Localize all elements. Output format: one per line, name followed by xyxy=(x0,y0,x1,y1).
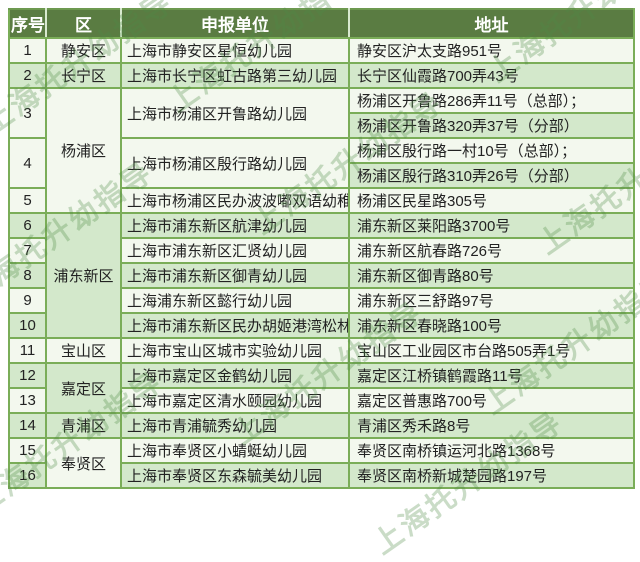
district-cell: 宝山区 xyxy=(45,337,122,364)
address-cell: 杨浦区开鲁路286弄11号（总部）； xyxy=(348,87,635,114)
serial-cell: 5 xyxy=(8,187,47,214)
table-row: 8 上海市浦东新区御青幼儿园 浦东新区御青路80号 xyxy=(8,262,635,289)
district-cell: 杨浦区 xyxy=(45,87,122,214)
address-cell: 杨浦区殷行路一村10号（总部）； xyxy=(348,137,635,164)
kindergarten-table: 序号 区 申报单位 地址 1 静安区 上海市静安区星恒幼儿园 静安区沪太支路95… xyxy=(8,8,635,489)
serial-cell: 16 xyxy=(8,462,47,489)
address-cell: 嘉定区江桥镇鹤霞路11号 xyxy=(348,362,635,389)
serial-cell: 12 xyxy=(8,362,47,389)
table-row: 4 上海市杨浦区殷行路幼儿园 杨浦区殷行路一村10号（总部）； xyxy=(8,137,635,189)
serial-cell: 3 xyxy=(8,87,47,139)
table-row: 15 奉贤区 上海市奉贤区小蜻蜓幼儿园 奉贤区南桥镇运河北路1368号 xyxy=(8,437,635,489)
serial-cell: 13 xyxy=(8,387,47,414)
address-cell: 静安区沪太支路951号 xyxy=(348,37,635,64)
unit-cell: 上海市杨浦区民办波波嘟双语幼稚 xyxy=(120,187,350,214)
address-cell: 嘉定区普惠路700号 xyxy=(348,387,635,414)
table-row: 杨浦区殷行路310弄26号（分部） xyxy=(9,162,635,189)
table-row: 5 上海市杨浦区民办波波嘟双语幼稚 杨浦区民星路305号 xyxy=(8,187,635,214)
serial-cell: 15 xyxy=(8,437,47,464)
serial-cell: 6 xyxy=(8,212,47,239)
serial-cell: 14 xyxy=(8,412,47,439)
unit-cell: 上海市嘉定区清水颐园幼儿园 xyxy=(120,387,350,414)
unit-cell: 上海市浦东新区民办胡姬港湾松林 xyxy=(120,312,350,339)
table-row: 杨浦区开鲁路320弄37号（分部） xyxy=(9,112,635,139)
header-district: 区 xyxy=(45,8,122,39)
unit-cell: 上海市杨浦区殷行路幼儿园 xyxy=(120,137,350,189)
district-cell: 浦东新区 xyxy=(45,212,122,339)
unit-cell: 上海市宝山区城市实验幼儿园 xyxy=(120,337,350,364)
address-cell: 浦东新区航春路726号 xyxy=(348,237,635,264)
unit-cell: 上海市奉贤区东森毓美幼儿园 xyxy=(120,462,350,489)
header-address: 地址 xyxy=(348,8,635,39)
serial-cell: 4 xyxy=(8,137,47,189)
serial-cell: 2 xyxy=(8,62,47,89)
unit-cell: 上海市浦东新区航津幼儿园 xyxy=(120,212,350,239)
address-cell: 宝山区工业园区市台路505弄1号 xyxy=(348,337,635,364)
address-cell: 浦东新区莱阳路3700号 xyxy=(348,212,635,239)
district-cell: 青浦区 xyxy=(45,412,122,439)
serial-cell: 1 xyxy=(8,37,47,64)
address-cell: 浦东新区御青路80号 xyxy=(348,262,635,289)
unit-cell: 上海市嘉定区金鹤幼儿园 xyxy=(120,362,350,389)
unit-cell: 上海市浦东新区汇贤幼儿园 xyxy=(120,237,350,264)
table-row: 12 嘉定区 上海市嘉定区金鹤幼儿园 嘉定区江桥镇鹤霞路11号 xyxy=(8,362,635,414)
header-serial: 序号 xyxy=(8,8,47,39)
table-row: 7 上海市浦东新区汇贤幼儿园 浦东新区航春路726号 xyxy=(8,237,635,264)
address-cell: 杨浦区开鲁路320弄37号（分部） xyxy=(348,112,635,139)
unit-cell: 上海市长宁区虹古路第三幼儿园 xyxy=(120,62,350,89)
table-row: 14 青浦区 上海市青浦毓秀幼儿园 青浦区秀禾路8号 xyxy=(8,412,635,439)
unit-cell: 上海市奉贤区小蜻蜓幼儿园 xyxy=(120,437,350,464)
district-cell: 静安区 xyxy=(45,37,122,64)
serial-cell: 7 xyxy=(8,237,47,264)
serial-cell: 9 xyxy=(8,287,47,314)
unit-cell: 上海市静安区星恒幼儿园 xyxy=(120,37,350,64)
address-cell: 杨浦区殷行路310弄26号（分部） xyxy=(348,162,635,189)
address-cell: 杨浦区民星路305号 xyxy=(348,187,635,214)
serial-cell: 8 xyxy=(8,262,47,289)
header-unit: 申报单位 xyxy=(120,8,350,39)
table-row: 2 长宁区 上海市长宁区虹古路第三幼儿园 长宁区仙霞路700弄43号 xyxy=(8,62,635,89)
district-cell: 奉贤区 xyxy=(45,437,122,489)
district-cell: 长宁区 xyxy=(45,62,122,89)
table-row: 10 上海市浦东新区民办胡姬港湾松林 浦东新区春晓路100号 xyxy=(8,312,635,339)
unit-cell: 上海市青浦毓秀幼儿园 xyxy=(120,412,350,439)
address-cell: 浦东新区春晓路100号 xyxy=(348,312,635,339)
address-cell: 奉贤区南桥镇运河北路1368号 xyxy=(348,437,635,464)
serial-cell: 10 xyxy=(8,312,47,339)
address-cell: 长宁区仙霞路700弄43号 xyxy=(348,62,635,89)
address-cell: 青浦区秀禾路8号 xyxy=(348,412,635,439)
table-row: 6 浦东新区 上海市浦东新区航津幼儿园 浦东新区莱阳路3700号 xyxy=(8,212,635,339)
table-row: 3 杨浦区 上海市杨浦区开鲁路幼儿园 杨浦区开鲁路286弄11号（总部）； xyxy=(8,87,635,214)
table-row: 1 静安区 上海市静安区星恒幼儿园 静安区沪太支路951号 xyxy=(8,37,635,64)
unit-cell: 上海市浦东新区御青幼儿园 xyxy=(120,262,350,289)
address-cell: 奉贤区南桥新城楚园路197号 xyxy=(348,462,635,489)
address-cell: 浦东新区三舒路97号 xyxy=(348,287,635,314)
header-row: 序号 区 申报单位 地址 xyxy=(8,8,635,39)
table-row: 13 上海市嘉定区清水颐园幼儿园 嘉定区普惠路700号 xyxy=(8,387,635,414)
unit-cell: 上海浦东新区懿行幼儿园 xyxy=(120,287,350,314)
kindergarten-table-wrap: 序号 区 申报单位 地址 1 静安区 上海市静安区星恒幼儿园 静安区沪太支路95… xyxy=(8,8,635,489)
district-cell: 嘉定区 xyxy=(45,362,122,414)
table-row: 9 上海浦东新区懿行幼儿园 浦东新区三舒路97号 xyxy=(8,287,635,314)
table-row: 11 宝山区 上海市宝山区城市实验幼儿园 宝山区工业园区市台路505弄1号 xyxy=(8,337,635,364)
unit-cell: 上海市杨浦区开鲁路幼儿园 xyxy=(120,87,350,139)
serial-cell: 11 xyxy=(8,337,47,364)
